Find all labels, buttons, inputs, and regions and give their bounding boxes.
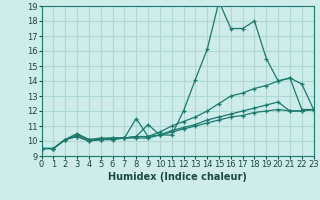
X-axis label: Humidex (Indice chaleur): Humidex (Indice chaleur) (108, 172, 247, 182)
